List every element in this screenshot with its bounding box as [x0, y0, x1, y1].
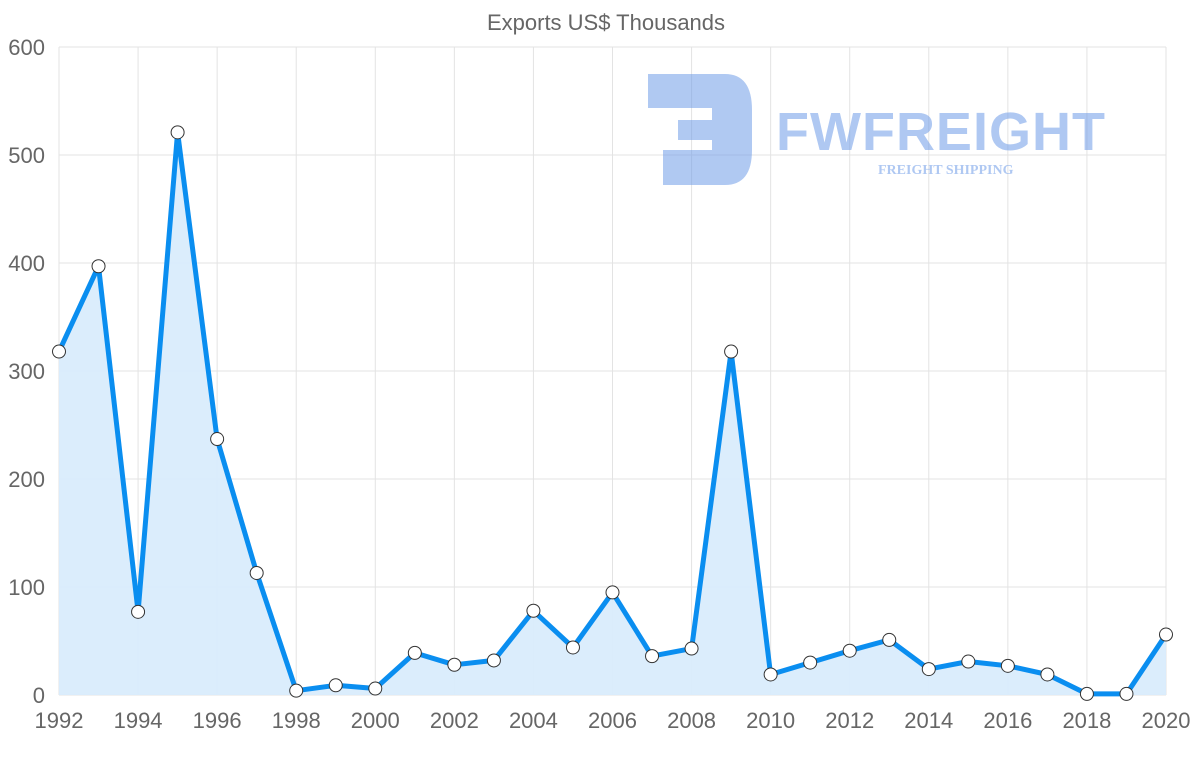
area-fill: [59, 132, 1166, 696]
data-point-1995[interactable]: [170, 125, 185, 140]
data-point-1999[interactable]: [328, 678, 343, 693]
x-tick-label: 2012: [825, 708, 874, 733]
y-tick-label: 200: [8, 467, 45, 492]
x-tick-label: 2004: [509, 708, 558, 733]
x-tick-label: 1996: [193, 708, 242, 733]
y-tick-label: 500: [8, 143, 45, 168]
data-point-2003[interactable]: [486, 653, 501, 668]
svg-text:FREIGHT SHIPPING: FREIGHT SHIPPING: [878, 163, 1014, 178]
data-point-2018[interactable]: [1079, 686, 1094, 701]
data-point-2014[interactable]: [921, 662, 936, 677]
x-tick-label: 2020: [1142, 708, 1191, 733]
data-point-1993[interactable]: [91, 259, 106, 274]
data-point-1998[interactable]: [289, 683, 304, 698]
svg-text:FWFREIGHT: FWFREIGHT: [776, 102, 1106, 162]
x-tick-label: 1994: [114, 708, 163, 733]
y-tick-label: 600: [8, 35, 45, 60]
chart-title: Exports US$ Thousands: [487, 10, 725, 35]
x-tick-label: 1992: [35, 708, 84, 733]
y-tick-label: 400: [8, 251, 45, 276]
data-point-1997[interactable]: [249, 565, 264, 580]
x-tick-label: 2002: [430, 708, 479, 733]
x-tick-label: 2000: [351, 708, 400, 733]
data-point-2007[interactable]: [645, 649, 660, 664]
data-point-2004[interactable]: [526, 603, 541, 618]
grid: [58, 46, 1167, 696]
watermark-logo: FWFREIGHT FREIGHT SHIPPING: [648, 74, 1106, 185]
data-point-2013[interactable]: [882, 632, 897, 647]
data-point-2009[interactable]: [724, 344, 739, 359]
data-point-2002[interactable]: [447, 657, 462, 672]
x-tick-label: 2006: [588, 708, 637, 733]
x-tick-label: 2010: [746, 708, 795, 733]
data-point-1994[interactable]: [131, 604, 146, 619]
data-point-2015[interactable]: [961, 654, 976, 669]
data-point-2000[interactable]: [368, 681, 383, 696]
data-point-1992[interactable]: [52, 344, 66, 359]
data-point-2010[interactable]: [763, 667, 778, 682]
y-tick-label: 0: [33, 683, 45, 708]
data-point-2017[interactable]: [1040, 667, 1055, 682]
data-point-2011[interactable]: [803, 655, 818, 670]
data-point-2005[interactable]: [565, 640, 580, 655]
data-point-2020[interactable]: [1159, 627, 1173, 642]
data-point-2006[interactable]: [605, 585, 620, 600]
x-tick-label: 1998: [272, 708, 321, 733]
data-point-2008[interactable]: [684, 641, 699, 656]
y-tick-label: 100: [8, 575, 45, 600]
x-tick-label: 2014: [904, 708, 953, 733]
x-tick-label: 2018: [1062, 708, 1111, 733]
data-point-2012[interactable]: [842, 643, 857, 658]
data-point-1996[interactable]: [210, 432, 225, 447]
x-tick-label: 2016: [983, 708, 1032, 733]
y-tick-label: 300: [8, 359, 45, 384]
x-tick-label: 2008: [667, 708, 716, 733]
data-point-2016[interactable]: [1000, 658, 1015, 673]
data-point-2001[interactable]: [407, 645, 422, 660]
data-point-2019[interactable]: [1119, 686, 1134, 701]
